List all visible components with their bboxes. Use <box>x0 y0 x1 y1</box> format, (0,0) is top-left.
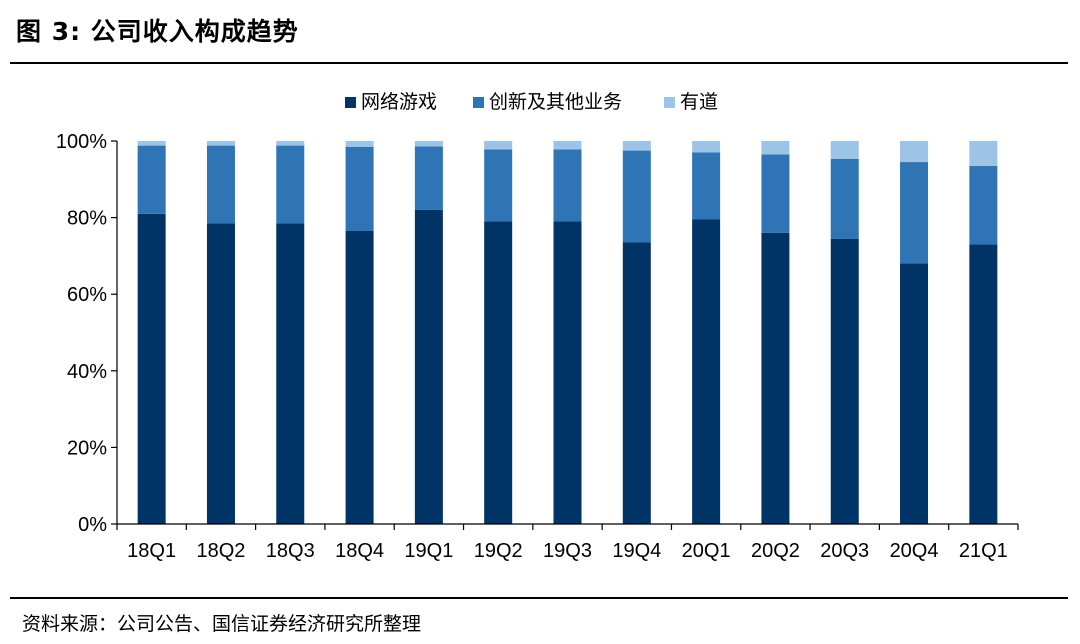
bar-segment <box>830 238 859 525</box>
y-tick-label: 80% <box>67 208 107 230</box>
x-tick-label: 18Q3 <box>266 540 315 562</box>
bar-segment <box>553 141 582 150</box>
bar-segment <box>484 149 513 222</box>
bar-segment <box>553 221 582 524</box>
x-tick-label: 20Q1 <box>682 540 731 562</box>
bar-segment <box>969 165 998 245</box>
bar-segment <box>137 213 166 524</box>
bars <box>137 141 998 525</box>
bar-segment <box>622 141 651 151</box>
legend-swatch <box>473 97 484 108</box>
bar-segment <box>137 141 166 146</box>
bar-segment <box>969 244 998 524</box>
legend: 网络游戏 创新及其他业务 有道 <box>345 91 718 113</box>
x-tick-label: 18Q4 <box>335 540 384 562</box>
source-note: 资料来源：公司公告、国信证券经济研究所整理 <box>22 613 422 635</box>
bar-segment <box>692 141 721 153</box>
axes: 0% 20% 40% 60% 80% 100% 18Q1 18Q2 18Q3 18Q4 19Q1 19… <box>56 131 1019 562</box>
bar-segment <box>692 219 721 524</box>
bottom-rule <box>10 597 1068 599</box>
bar-segment <box>969 141 998 166</box>
bar-segment <box>553 149 582 222</box>
legend-swatch <box>664 97 675 108</box>
bar-segment <box>761 232 790 525</box>
x-tick-label: 19Q1 <box>404 540 453 562</box>
bar-segment <box>206 141 235 146</box>
y-tick-label: 40% <box>67 361 107 383</box>
y-tick-label: 100% <box>56 131 107 153</box>
bar-segment <box>414 141 443 147</box>
bar-segment <box>900 141 929 163</box>
bar-segment <box>345 141 374 147</box>
bar-segment <box>622 242 651 524</box>
x-tick-label: 21Q1 <box>959 540 1008 562</box>
y-tick-label: 60% <box>67 284 107 306</box>
bar-segment <box>276 141 305 146</box>
bar-segment <box>761 154 790 233</box>
x-tick-label: 19Q4 <box>612 540 661 562</box>
x-tick-label: 20Q4 <box>890 540 939 562</box>
bar-segment <box>206 223 235 524</box>
x-tick-label: 18Q1 <box>127 540 176 562</box>
y-tick-label: 20% <box>67 437 107 459</box>
bar-segment <box>345 231 374 524</box>
bar-segment <box>484 141 513 150</box>
y-tick-label: 0% <box>78 514 107 536</box>
x-tick-label: 19Q3 <box>543 540 592 562</box>
bar-segment <box>276 145 305 224</box>
figure-header: 图 3: 公司收入构成趋势 <box>0 0 1068 62</box>
x-tick-label: 20Q3 <box>820 540 869 562</box>
bar-segment <box>137 145 166 214</box>
bar-segment <box>900 263 929 524</box>
bar-segment <box>830 159 859 239</box>
legend-label: 网络游戏 <box>361 91 437 113</box>
stacked-bar-chart: 网络游戏 创新及其他业务 有道 0% 20% 40% 60% 80% 100% 18Q1 18Q2… <box>56 91 1019 562</box>
legend-swatch <box>345 97 356 108</box>
x-tick-label: 19Q2 <box>474 540 523 562</box>
legend-item: 有道 <box>664 91 718 113</box>
x-tick-label: 20Q2 <box>751 540 800 562</box>
bar-segment <box>761 141 790 155</box>
bar-segment <box>206 145 235 224</box>
bar-segment <box>622 150 651 243</box>
bar-segment <box>414 146 443 210</box>
bar-segment <box>900 162 929 264</box>
legend-label: 创新及其他业务 <box>489 91 622 113</box>
legend-label: 有道 <box>680 91 718 113</box>
bar-segment <box>692 152 721 220</box>
top-rule <box>10 62 1068 64</box>
bar-segment <box>830 141 859 159</box>
bar-segment <box>484 221 513 524</box>
x-tick-label: 18Q2 <box>196 540 245 562</box>
bar-segment <box>414 209 443 524</box>
bar-segment <box>276 223 305 524</box>
legend-item: 网络游戏 <box>345 91 437 113</box>
figure-title: 图 3: 公司收入构成趋势 <box>16 17 299 46</box>
legend-item: 创新及其他业务 <box>473 91 622 113</box>
bar-segment <box>345 146 374 232</box>
